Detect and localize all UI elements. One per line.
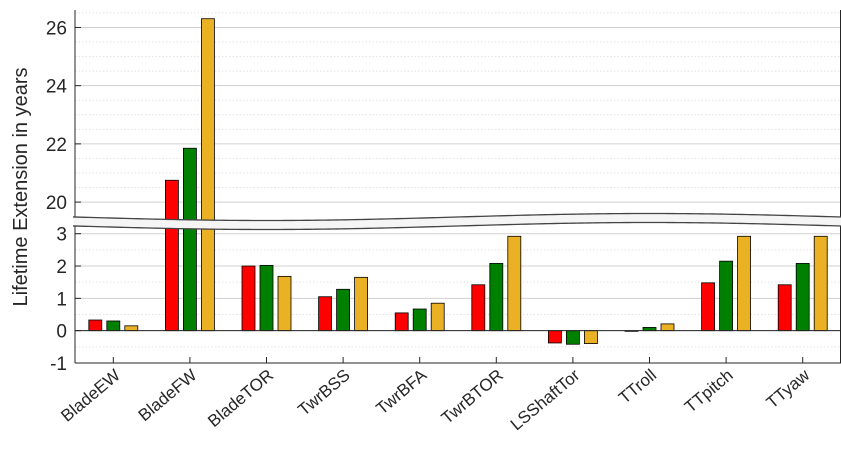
y-tick-label: 22 bbox=[46, 135, 67, 156]
bar bbox=[277, 275, 292, 332]
bar bbox=[584, 330, 598, 345]
bar bbox=[124, 325, 139, 332]
x-tick-label: TwrBFA bbox=[372, 365, 430, 418]
x-tick-label: TTpitch bbox=[681, 366, 737, 417]
x-tick-label: TwrBTOR bbox=[438, 366, 507, 428]
y-tick-label: 2 bbox=[56, 257, 67, 278]
bar bbox=[164, 179, 179, 221]
bar bbox=[566, 330, 580, 345]
y-tick-label: 3 bbox=[56, 225, 67, 246]
x-tick-label: BladeTOR bbox=[204, 366, 277, 431]
bar bbox=[701, 282, 715, 332]
bar bbox=[259, 264, 274, 332]
y-tick-label: 24 bbox=[46, 77, 68, 98]
bar bbox=[241, 265, 256, 332]
upper-bars bbox=[164, 18, 215, 221]
bar bbox=[489, 263, 504, 332]
bar bbox=[507, 235, 522, 332]
y-axis-title: Lifetime Extension in years bbox=[10, 67, 32, 306]
bar bbox=[737, 235, 751, 332]
bar bbox=[394, 312, 409, 332]
bar bbox=[795, 263, 810, 332]
y-tick-label: 0 bbox=[56, 322, 67, 343]
bar bbox=[719, 260, 733, 332]
x-tick-label: TTroll bbox=[615, 366, 660, 408]
bar bbox=[88, 319, 103, 332]
y-tick-label: 20 bbox=[46, 193, 67, 214]
x-tick-label: TwrBSS bbox=[294, 366, 353, 420]
bar bbox=[200, 18, 215, 221]
bar bbox=[471, 284, 486, 332]
axis-break bbox=[72, 212, 841, 231]
bar bbox=[182, 147, 197, 221]
bar bbox=[430, 302, 445, 332]
bar bbox=[412, 308, 427, 332]
x-tick-label: BladeEW bbox=[57, 366, 124, 426]
bar bbox=[777, 284, 792, 332]
x-tick-label: TTyaw bbox=[763, 365, 814, 412]
x-tick-label: LSShaftTor bbox=[507, 365, 584, 434]
y-tick-label: -1 bbox=[50, 354, 67, 375]
bar bbox=[336, 288, 351, 332]
break-line-bottom bbox=[72, 221, 841, 231]
y-tick-label: 1 bbox=[56, 289, 67, 310]
bar bbox=[318, 296, 333, 332]
bar bbox=[354, 276, 369, 332]
y-tick-label: 26 bbox=[46, 18, 67, 39]
x-tick-label: BladeFW bbox=[135, 366, 201, 425]
bar bbox=[548, 330, 562, 344]
break-line-top bbox=[72, 212, 841, 222]
bar bbox=[660, 323, 675, 332]
break-band bbox=[73, 213, 841, 230]
bar bbox=[813, 235, 828, 332]
bar bbox=[106, 320, 121, 332]
